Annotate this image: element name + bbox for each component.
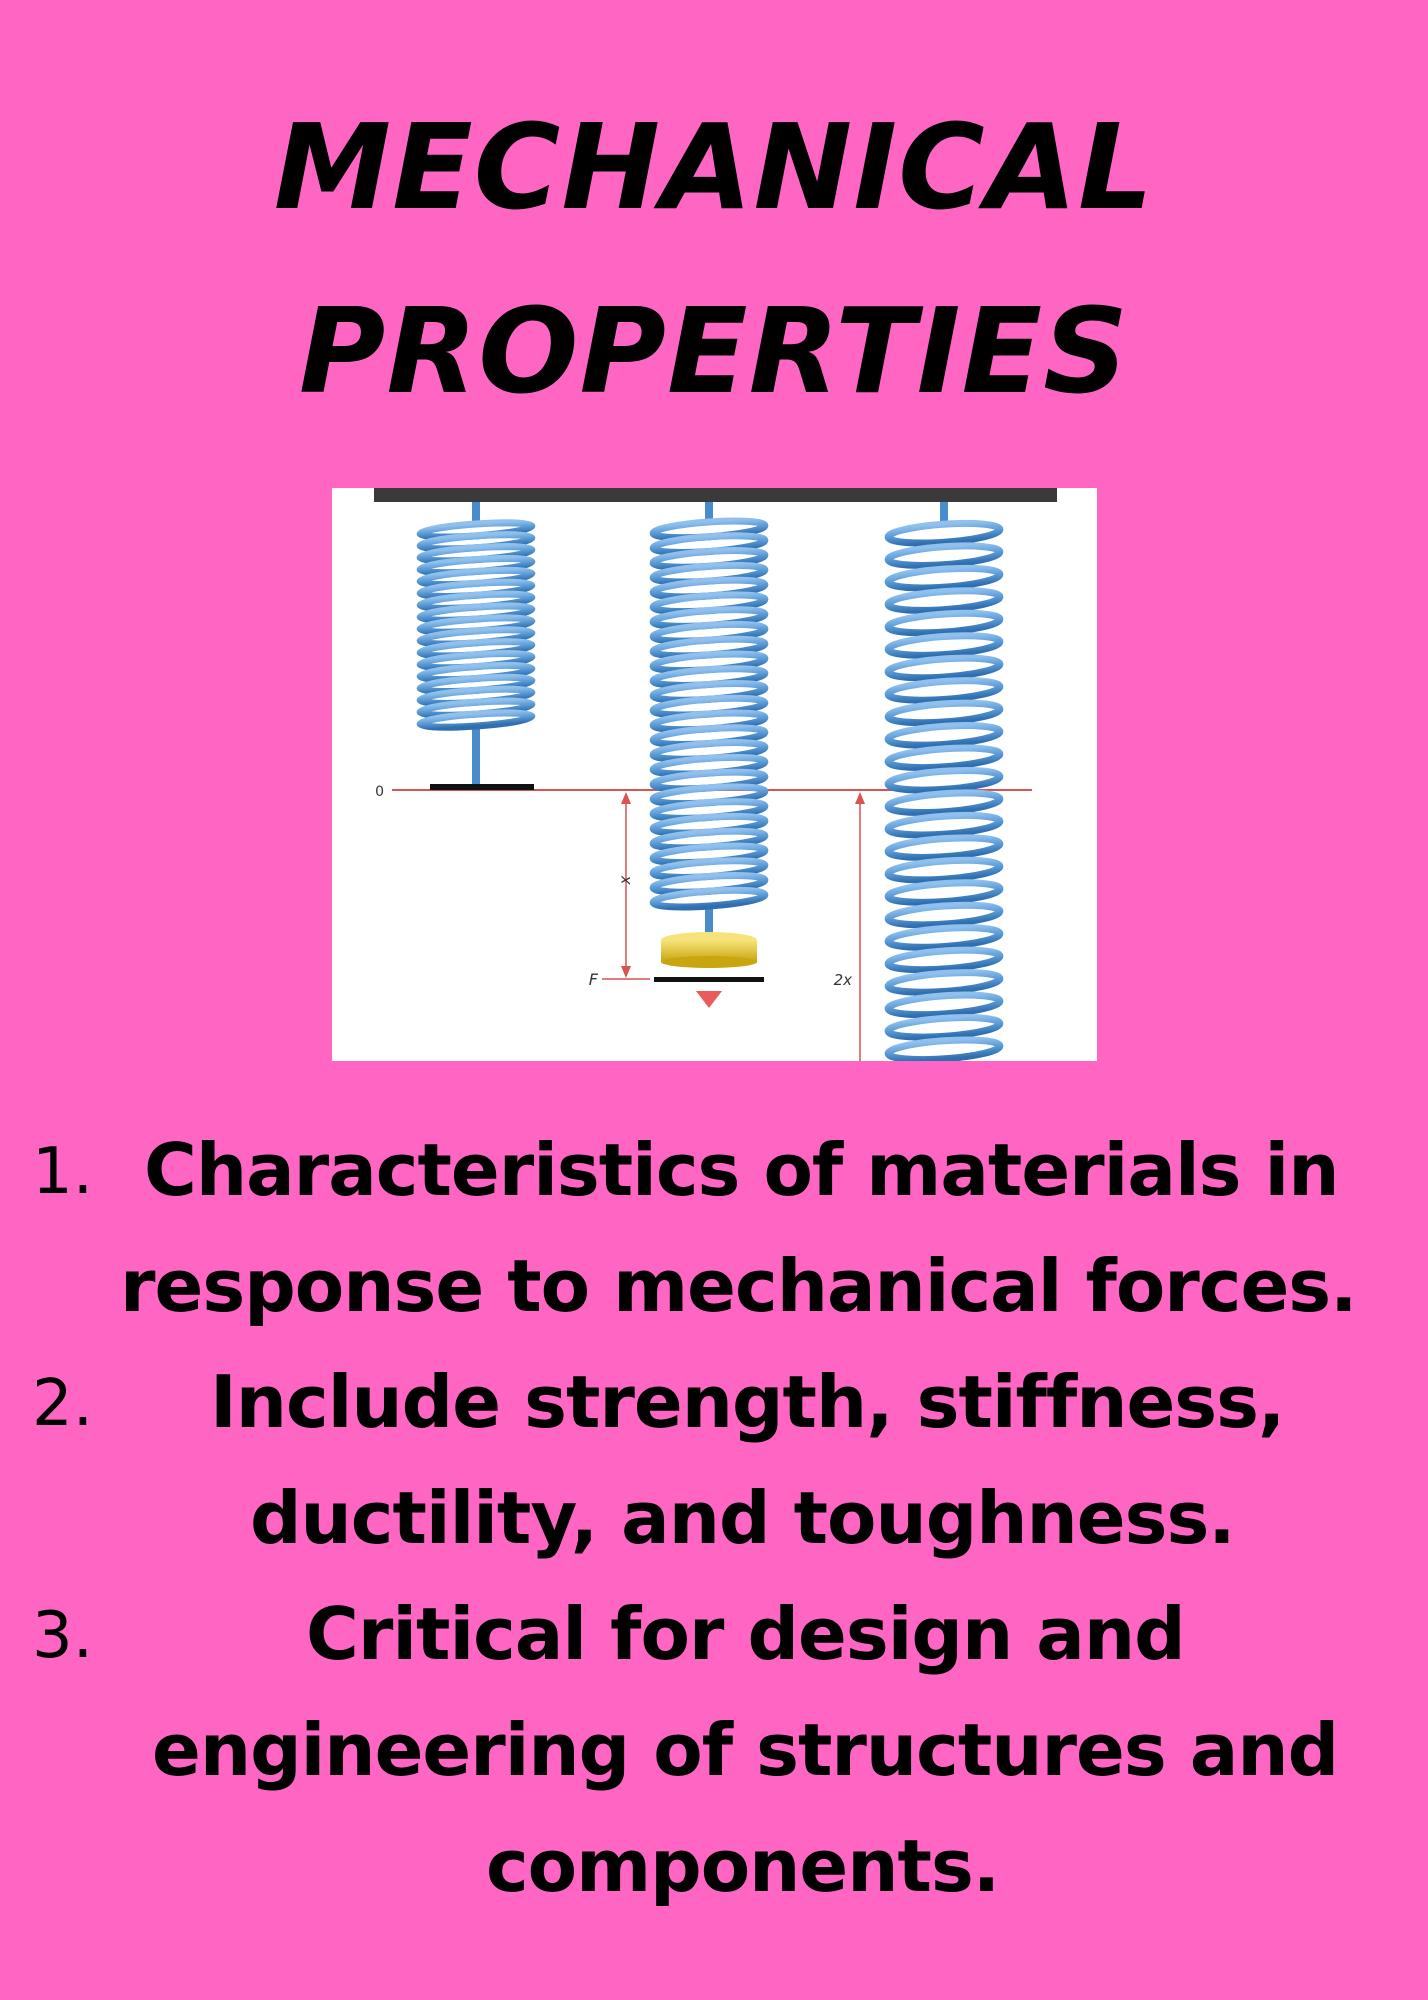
spring-coil <box>884 811 1004 839</box>
spring-coil <box>884 677 1004 704</box>
spring-coil <box>884 1036 1004 1061</box>
spring-coil <box>884 519 1004 547</box>
spring-coil <box>884 834 1004 861</box>
list-item-3-line-3: components. <box>486 1824 1000 1908</box>
spring-coil <box>884 542 1004 569</box>
spring-coil <box>884 991 1004 1019</box>
title-line-2: PROPERTIES <box>298 282 1130 420</box>
weight-plate <box>654 977 764 982</box>
spring-coil <box>884 564 1004 592</box>
list-item-number-1: 1. <box>32 1135 94 1209</box>
2x-dimension: 2x <box>834 792 865 1061</box>
list-item-1-line-2: response to mechanical forces. <box>120 1244 1358 1328</box>
spring-coil <box>884 766 1004 794</box>
spring-coil <box>884 946 1004 974</box>
spring-diagram: 0 x F 2x <box>332 488 1097 1061</box>
spring-coil <box>649 886 769 911</box>
force-label: F <box>589 970 599 989</box>
spring-coil <box>884 654 1004 682</box>
spring-coil <box>884 789 1004 817</box>
spring-coil <box>884 879 1004 906</box>
zero-label: 0 <box>375 784 384 800</box>
x-dimension: x F <box>589 792 650 989</box>
list-item-3-line-2: engineering of structures and <box>152 1708 1339 1792</box>
spring-coil <box>884 722 1004 749</box>
spring-at-rest <box>416 502 536 790</box>
list-item-2-line-1: Include strength, stiffness, <box>210 1360 1285 1444</box>
ceiling-bar <box>374 488 1057 502</box>
spring-coil <box>884 632 1004 659</box>
spring-coil <box>884 587 1004 614</box>
list-item-3-line-1: Critical for design and <box>306 1592 1186 1676</box>
spring-coil <box>884 969 1004 996</box>
spring-coil <box>884 901 1004 929</box>
spring-coil <box>884 744 1004 772</box>
list-item-1-line-1: Characteristics of materials in <box>144 1128 1339 1212</box>
spring-diagram-svg: 0 x F 2x <box>374 488 1057 1061</box>
spring-stretched-x <box>649 502 769 1008</box>
spring-coil <box>884 609 1004 637</box>
force-arrow-icon <box>696 991 722 1008</box>
list-item-number-2: 2. <box>32 1367 94 1441</box>
title-line-1: MECHANICAL <box>273 98 1155 236</box>
spring-stretched-2x <box>884 502 1004 1061</box>
weight <box>661 940 757 962</box>
spring-coil <box>884 699 1004 727</box>
list-item-number-3: 3. <box>32 1599 94 1673</box>
2x-label: 2x <box>834 971 853 989</box>
list-item-2-line-2: ductility, and toughness. <box>250 1476 1236 1560</box>
spring-coil <box>884 1014 1004 1041</box>
spring-coil <box>884 924 1004 951</box>
spring-coil <box>884 856 1004 884</box>
rest-plate <box>430 784 534 790</box>
spring-coil <box>416 709 536 731</box>
x-label: x <box>616 875 634 885</box>
